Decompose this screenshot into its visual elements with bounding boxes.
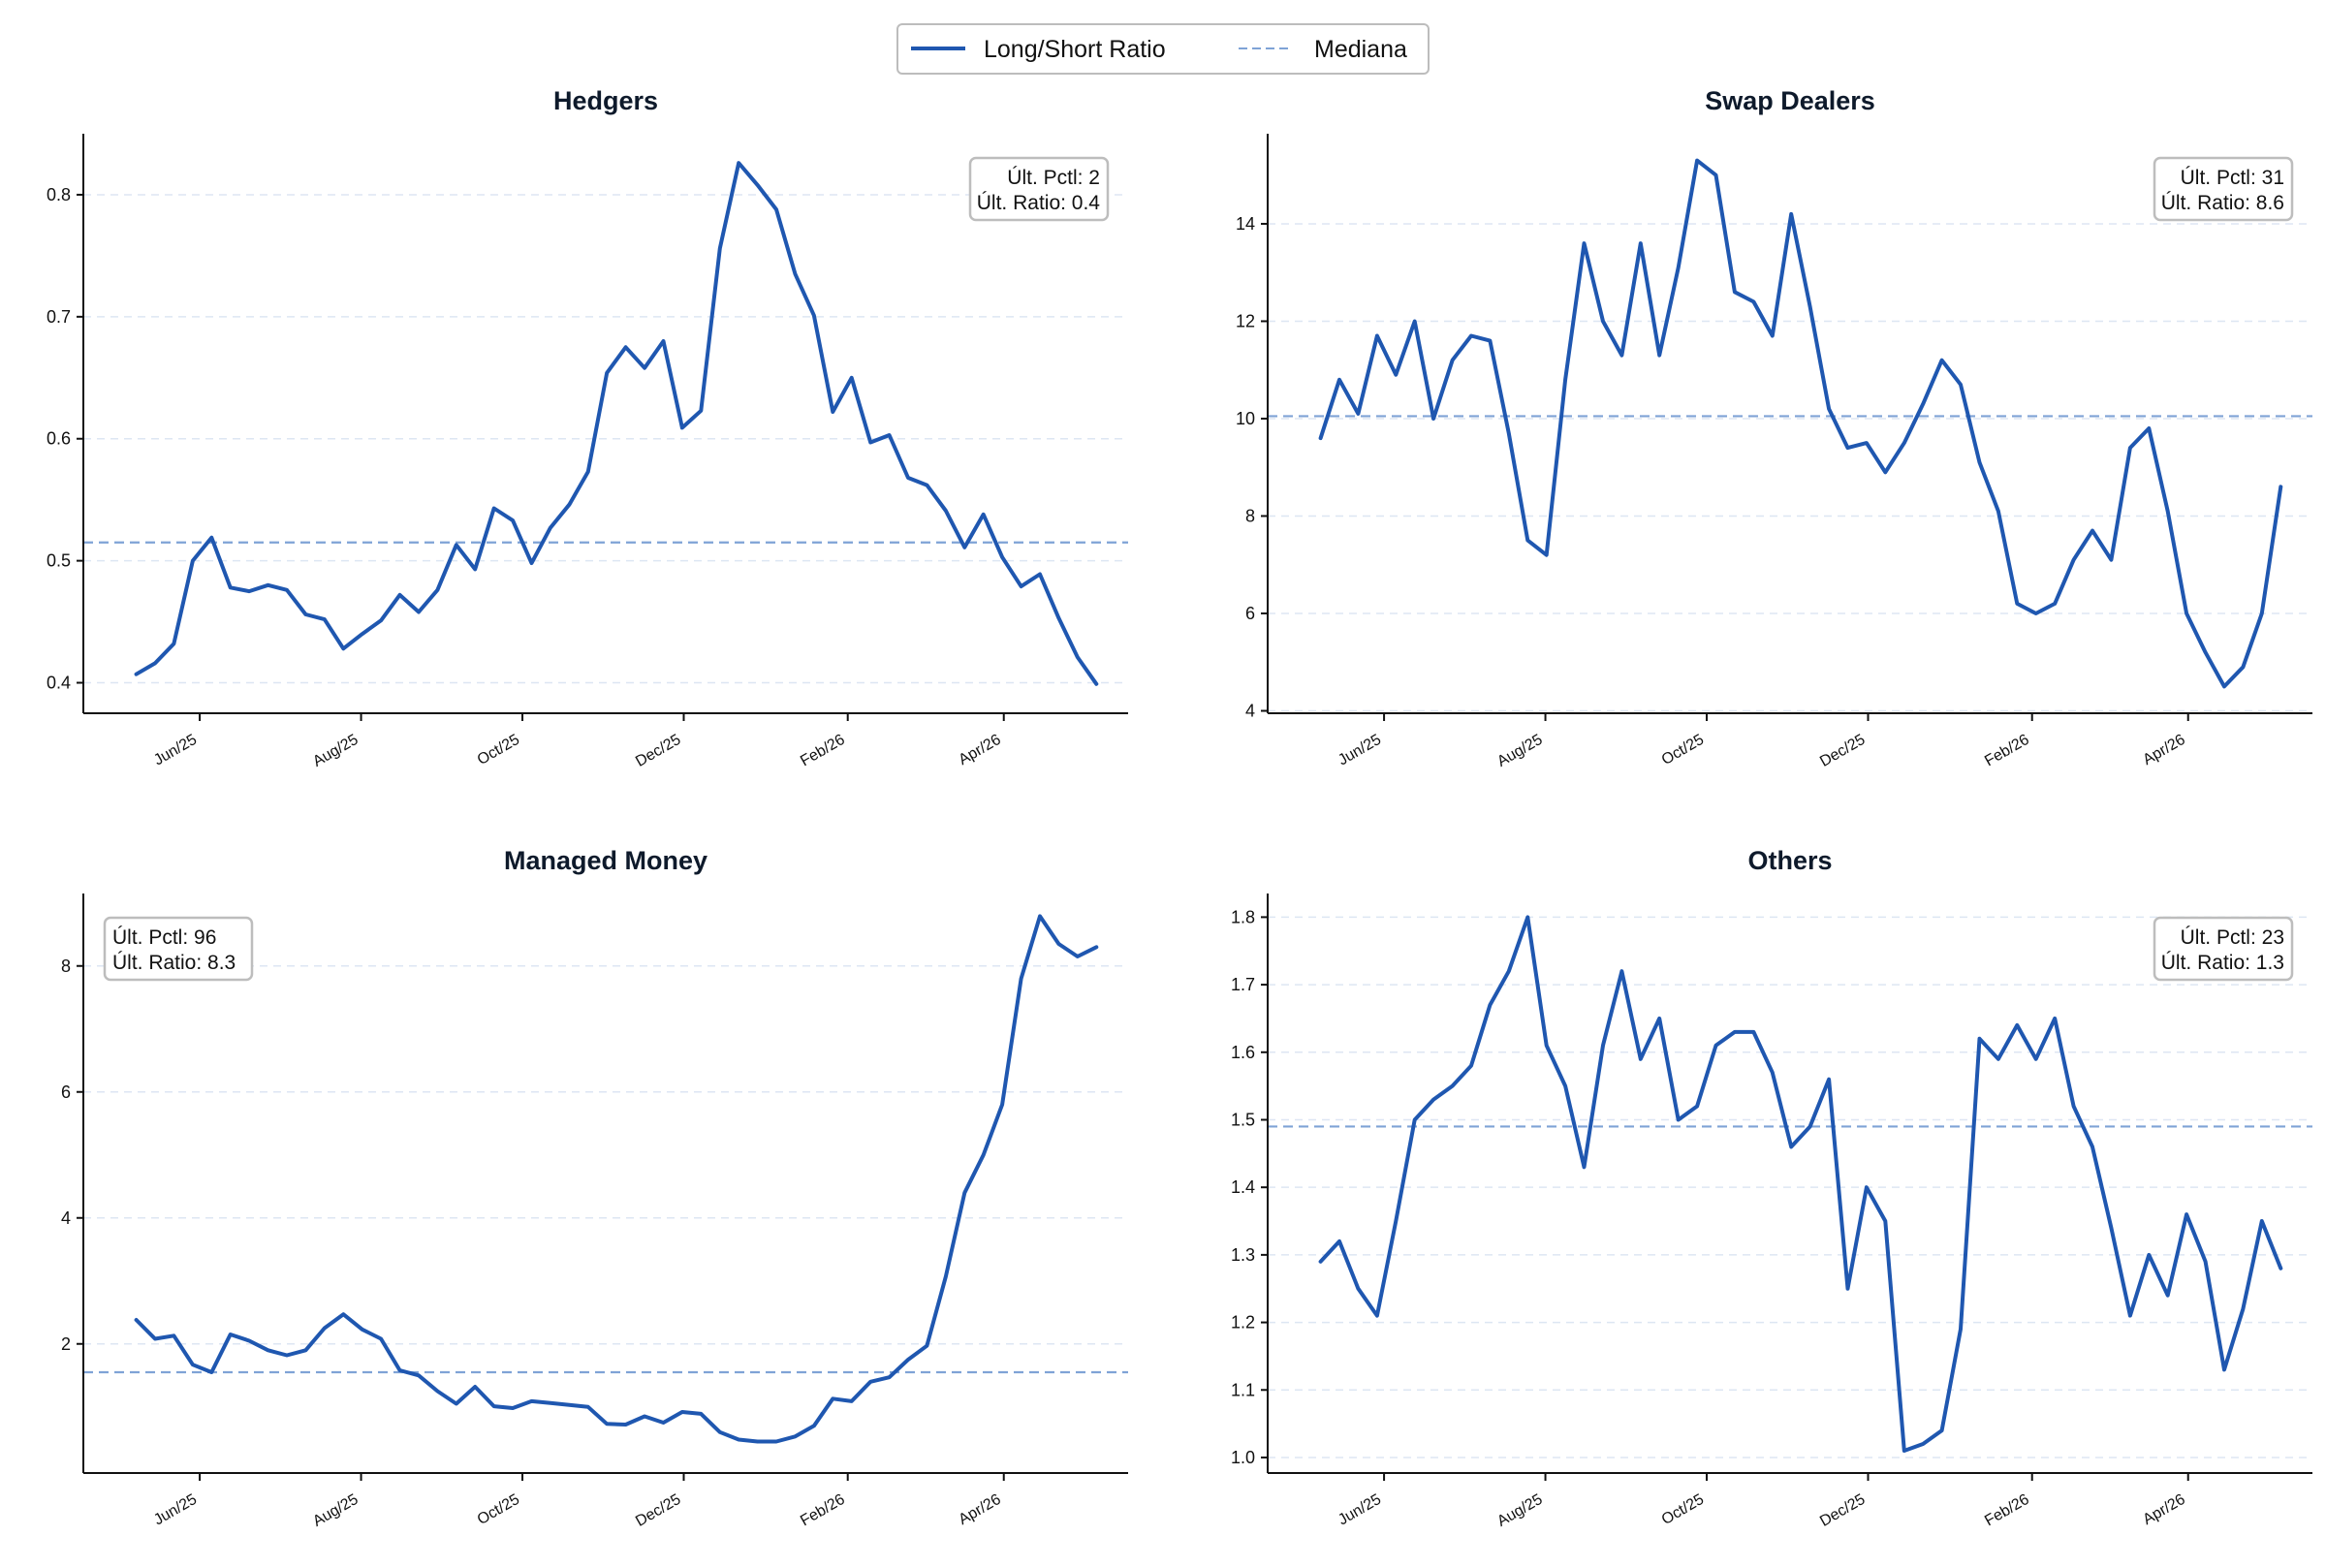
panel-title: Hedgers bbox=[553, 86, 658, 115]
y-tick-label: 10 bbox=[1236, 409, 1255, 428]
series-line bbox=[1318, 915, 2283, 1453]
legend-frame bbox=[896, 23, 1430, 75]
panel-title: Others bbox=[1747, 846, 1832, 875]
series-line bbox=[134, 161, 1099, 686]
y-tick-label: 1.5 bbox=[1231, 1110, 1255, 1129]
x-tick-label: Apr/26 bbox=[956, 1491, 1003, 1528]
y-tick-label: 8 bbox=[1245, 506, 1255, 525]
stats-percentile: Últ. Pctl: 23 bbox=[2181, 926, 2284, 949]
x-tick-label: Oct/25 bbox=[475, 1491, 522, 1528]
panel-title: Managed Money bbox=[504, 846, 707, 875]
panel-title: Swap Dealers bbox=[1705, 86, 1875, 115]
y-tick-label: 14 bbox=[1236, 214, 1255, 234]
x-tick-label: Jun/25 bbox=[151, 1491, 200, 1529]
x-tick-label: Jun/25 bbox=[151, 732, 200, 769]
panel-others: Others 1.0 1.1 1.2 1.3 1.4 1.5 1.6 1.7 1.8 Jun/25 A… bbox=[1231, 846, 2312, 1530]
x-tick-label: Aug/25 bbox=[310, 732, 361, 770]
panels: Hedgers 0.4 0.5 0.6 0.7 0.8 Jun/25 Aug/25 Oct/25… bbox=[47, 86, 2312, 1530]
legend-label-median: Mediana bbox=[1314, 36, 1407, 63]
x-tick-label: Jun/25 bbox=[1336, 732, 1384, 769]
x-tick-label: Oct/25 bbox=[1659, 1491, 1707, 1528]
stats-box bbox=[103, 916, 254, 982]
stats-percentile: Últ. Pctl: 96 bbox=[112, 926, 216, 949]
y-tick-label: 1.7 bbox=[1231, 975, 1255, 994]
x-tick-label: Feb/26 bbox=[798, 1491, 848, 1530]
x-tick-label: Apr/26 bbox=[2140, 1491, 2187, 1528]
y-tick-label: 4 bbox=[1245, 701, 1255, 720]
x-tick-label: Aug/25 bbox=[1494, 1491, 1546, 1530]
stats-box bbox=[2153, 156, 2294, 222]
x-tick-label: Oct/25 bbox=[475, 732, 522, 768]
x-tick-label: Aug/25 bbox=[310, 1491, 361, 1530]
stats-ratio: Últ. Ratio: 1.3 bbox=[2161, 952, 2284, 974]
stats-percentile: Últ. Pctl: 2 bbox=[1007, 167, 1100, 189]
y-tick-label: 1.0 bbox=[1231, 1448, 1255, 1467]
y-tick-label: 0.6 bbox=[47, 429, 71, 449]
y-tick-label: 2 bbox=[61, 1334, 71, 1354]
x-tick-label: Feb/26 bbox=[1982, 732, 2032, 770]
x-tick-label: Apr/26 bbox=[956, 732, 1003, 768]
panel-swap-dealers: Swap Dealers 4 6 8 10 12 14 Jun/25 Aug/25 Oct/25 D… bbox=[1236, 86, 2312, 770]
stats-ratio: Últ. Ratio: 0.4 bbox=[977, 192, 1101, 214]
legend-label-series: Long/Short Ratio bbox=[984, 36, 1166, 63]
panel-managed-money: Managed Money 2 4 6 8 Jun/25 Aug/25 Oct/25 Dec/2… bbox=[61, 846, 1128, 1530]
x-tick-label: Feb/26 bbox=[1982, 1491, 2032, 1530]
y-tick-label: 1.1 bbox=[1231, 1380, 1255, 1399]
stats-box bbox=[968, 156, 1110, 222]
panel-hedgers: Hedgers 0.4 0.5 0.6 0.7 0.8 Jun/25 Aug/25 Oct/25… bbox=[47, 86, 1128, 770]
x-tick-label: Dec/25 bbox=[633, 1491, 683, 1530]
y-tick-label: 0.4 bbox=[47, 674, 71, 693]
y-tick-label: 0.7 bbox=[47, 307, 71, 327]
x-tick-label: Feb/26 bbox=[798, 732, 848, 770]
y-tick-label: 1.8 bbox=[1231, 907, 1255, 926]
y-tick-label: 12 bbox=[1236, 311, 1255, 330]
stats-ratio: Últ. Ratio: 8.3 bbox=[112, 952, 236, 974]
x-tick-label: Dec/25 bbox=[1817, 1491, 1868, 1530]
y-tick-label: 0.8 bbox=[47, 185, 71, 204]
y-tick-label: 1.4 bbox=[1231, 1177, 1255, 1197]
x-tick-label: Jun/25 bbox=[1336, 1491, 1384, 1529]
series-line bbox=[134, 914, 1099, 1444]
y-tick-label: 6 bbox=[61, 1082, 71, 1102]
x-tick-label: Apr/26 bbox=[2140, 732, 2187, 768]
y-tick-label: 1.3 bbox=[1231, 1245, 1255, 1265]
x-tick-label: Dec/25 bbox=[633, 732, 683, 770]
x-tick-label: Oct/25 bbox=[1659, 732, 1707, 768]
x-tick-label: Dec/25 bbox=[1817, 732, 1868, 770]
stats-percentile: Últ. Pctl: 31 bbox=[2181, 167, 2284, 189]
legend: Long/Short Ratio Mediana bbox=[896, 23, 1430, 75]
y-tick-label: 1.2 bbox=[1231, 1313, 1255, 1333]
x-tick-label: Aug/25 bbox=[1494, 732, 1546, 770]
series-line bbox=[1318, 158, 2283, 689]
stats-box bbox=[2153, 916, 2294, 982]
y-tick-label: 4 bbox=[61, 1208, 71, 1228]
y-tick-label: 6 bbox=[1245, 604, 1255, 623]
y-tick-label: 8 bbox=[61, 956, 71, 976]
y-tick-label: 0.5 bbox=[47, 551, 71, 571]
y-tick-label: 1.6 bbox=[1231, 1043, 1255, 1062]
stats-ratio: Últ. Ratio: 8.6 bbox=[2161, 192, 2284, 214]
